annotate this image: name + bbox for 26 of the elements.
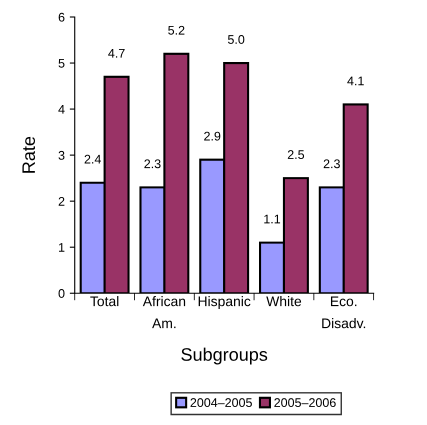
data-label: 2.9 (204, 132, 220, 141)
x-tick-label: Eco. Disadv. (322, 296, 366, 328)
data-label: 4.1 (347, 76, 364, 86)
legend-label: 2005–2006 (274, 398, 336, 408)
data-label: 1.1 (264, 214, 280, 224)
legend-label: 2004–2005 (190, 398, 252, 408)
y-tick-label: 4 (58, 105, 65, 114)
y-axis-title: Rate (22, 136, 36, 173)
y-tick-label: 1 (59, 243, 64, 252)
data-label: 2.4 (84, 154, 101, 164)
data-label: 4.7 (108, 48, 125, 58)
data-label: 2.3 (144, 159, 161, 168)
x-tick-label: African Am. (142, 296, 186, 328)
y-tick-label: 2 (58, 196, 64, 206)
y-tick-label: 5 (58, 58, 64, 68)
y-tick-label: 6 (58, 12, 64, 22)
y-tick-label: 0 (58, 289, 65, 298)
data-label: 2.3 (324, 159, 340, 168)
y-tick-label: 3 (58, 150, 64, 160)
data-label: 5.0 (228, 35, 244, 44)
x-tick-label: Total (90, 296, 118, 306)
x-axis-title: Subgroups (181, 348, 268, 364)
data-label: 2.5 (288, 150, 304, 160)
x-tick-label: White (266, 296, 302, 306)
data-label: 5.2 (168, 26, 184, 35)
x-tick-label: Hispanic (198, 296, 250, 309)
